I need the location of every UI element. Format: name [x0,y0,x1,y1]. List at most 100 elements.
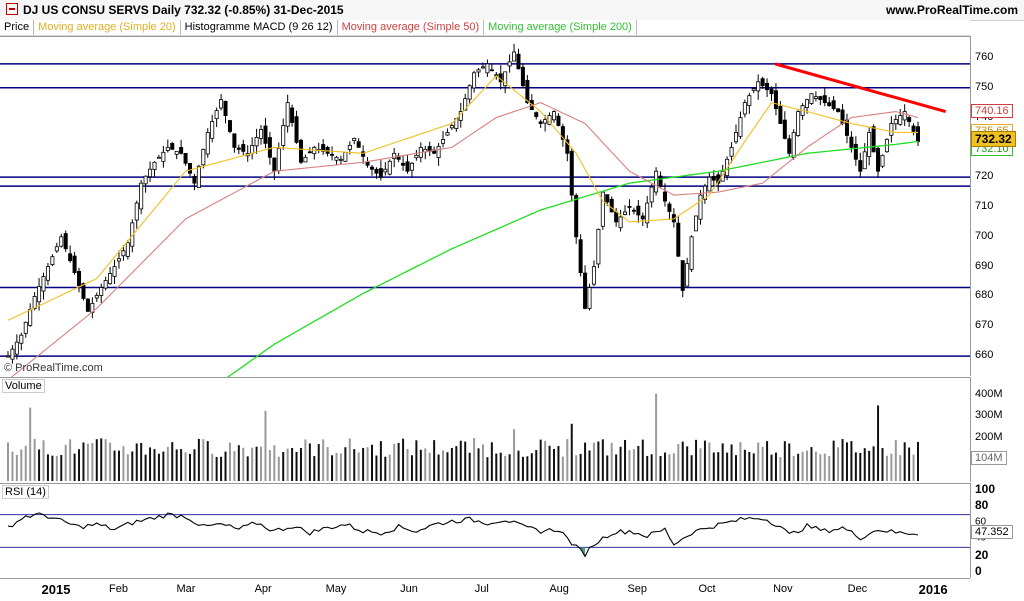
candle-body [179,146,184,154]
candle-body [45,266,50,281]
volume-bar [273,445,276,481]
watermark: © ProRealTime.com [4,362,103,374]
volume-bar [251,447,254,481]
candle-body [37,286,42,303]
legend-macd[interactable]: Histogramme MACD (9 26 12) [181,20,338,35]
candle-body [538,121,543,124]
volume-bar [841,439,844,481]
volume-bar [46,454,49,481]
candle-body [223,100,228,116]
volume-bar [890,453,893,481]
candle-body [401,162,406,166]
candle-body [276,147,281,171]
candle-body [658,175,663,187]
rsi-panel[interactable]: RSI (14) [0,483,970,580]
legend-ma20[interactable]: Moving average (Simple 20) [34,20,181,35]
volume-bar [388,454,391,481]
candle-body [534,112,539,117]
candle-body [227,120,232,132]
volume-bar [650,454,653,481]
candle-body [156,156,161,159]
volume-bar [703,440,706,481]
candle-body [480,66,485,69]
candle-body [662,191,667,202]
volume-bar [82,442,85,481]
x-tick-label: Nov [773,583,793,595]
candle-body [125,242,130,257]
candle-body [352,138,357,142]
volume-bar [237,445,240,481]
candle-body [365,161,370,166]
candle-body [298,139,303,163]
volume-bar [579,453,582,481]
candle-body [911,125,916,132]
candle-body [862,151,867,170]
site-link[interactable]: www.ProRealTime.com [885,3,1018,17]
rsi-chart [0,512,970,558]
volume-bar [628,450,631,481]
candle-body [853,143,858,160]
volume-bar [885,455,888,481]
candle-body [516,53,521,70]
candle-body [791,132,796,158]
volume-tick: 300M [975,409,1003,422]
volume-bar [375,455,378,481]
candle-body [192,176,197,184]
candle-body [290,107,295,123]
volume-bar [624,439,627,481]
x-tick-label: Jun [400,583,418,595]
volume-bar [206,441,209,481]
volume-bar [397,442,400,481]
legend-ma50[interactable]: Moving average (Simple 50) [338,20,485,35]
chart-title: DJ US CONSU SERVS Daily 732.32 (-0.85%) … [6,3,344,17]
candle-body [463,98,468,111]
volume-bar [659,456,662,481]
volume-bar [908,447,911,481]
candle-body [552,111,557,121]
volume-bar [508,454,511,481]
volume-bar [788,443,791,481]
volume-bar [264,410,267,481]
volume-bar [366,447,369,481]
rsi-axis: 10080604020047.352 [970,482,1024,578]
volume-bar [304,439,307,481]
candle-body [392,152,397,160]
volume-bar [899,455,902,481]
resistance-trendline [774,62,947,114]
candle-body [849,136,854,148]
volume-bar [282,451,285,481]
volume-bar [339,453,342,481]
candle-body [645,202,650,224]
candle-body [201,148,206,166]
chart-type-icon[interactable] [6,3,18,15]
candle-body [623,211,628,215]
volume-bar [437,454,440,481]
volume-bar [113,450,116,481]
volume-bar [211,453,214,481]
rsi-line [7,512,919,558]
rsi-tick: 20 [975,547,989,562]
legend-price[interactable]: Price [0,20,35,35]
candle-body [747,95,752,107]
candle-body [565,139,570,154]
candle-body [680,260,685,291]
volume-bar [730,444,733,481]
x-tick-label: Oct [698,583,716,595]
legend-ma200[interactable]: Moving average (Simple 200) [484,20,637,35]
volume-bar [117,450,120,481]
candle-body [796,111,801,136]
volume-bar [60,455,63,481]
candle-body [738,117,743,137]
candle-body [636,205,641,216]
volume-bar [393,443,396,481]
volume-bar [220,456,223,481]
volume-bar [126,454,129,481]
volume-bar [157,453,160,481]
volume-tick: 200M [975,430,1003,443]
price-panel[interactable] [0,36,970,378]
candle-body [307,151,312,154]
volume-axis: 400M 300M 200M 104M [970,377,1024,482]
candle-body [81,283,86,299]
volume-panel[interactable]: Volume [0,377,970,484]
candle-body [281,125,286,146]
